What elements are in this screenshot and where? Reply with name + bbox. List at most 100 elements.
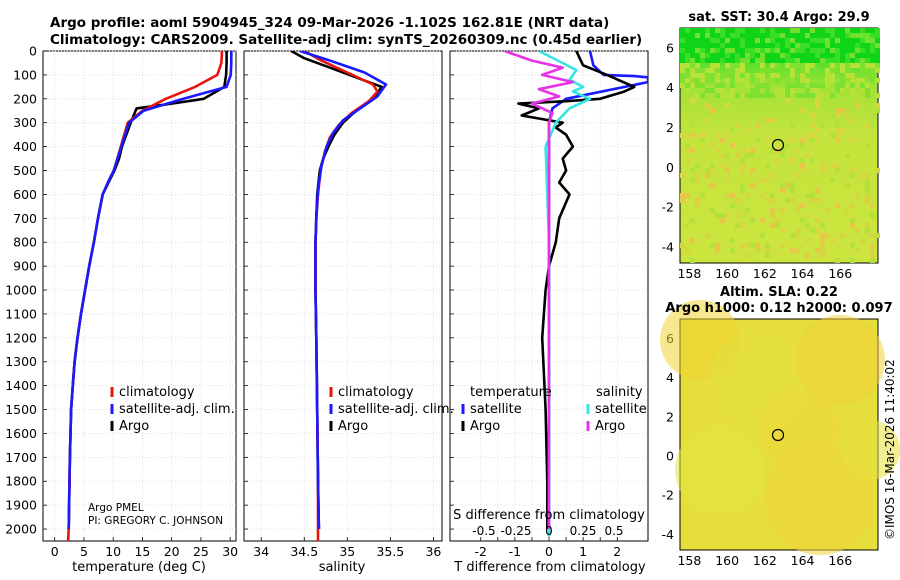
map-x-tick-label: 164 [791, 266, 815, 281]
map-y-tick-label: 4 [666, 80, 674, 95]
y-tick-label: 1400 [5, 378, 37, 393]
y-tick-label: 400 [13, 139, 37, 154]
pi-label: PI: GREGORY C. JOHNSON [88, 515, 223, 527]
y-tick-label: 1000 [5, 283, 37, 298]
x-tick-label: 10 [105, 544, 121, 559]
y-tick-label: 500 [13, 163, 37, 178]
s-tick-label: 0 [545, 524, 553, 538]
x-tick-label: 1 [579, 544, 587, 559]
legend-salinity-title: salinity [596, 385, 643, 400]
legend-s-satellite: satellite [595, 402, 647, 417]
depth-tick-labels: 0 100 200 300 400 500 600 700 800 900 1000 1100 1200… [5, 44, 37, 537]
y-tick-label: 1300 [5, 354, 37, 369]
map-y-tick-label: -2 [662, 200, 674, 215]
y-tick-label: 1900 [5, 498, 37, 513]
x-tick-label: 2 [613, 544, 621, 559]
y-tick-label: 1500 [5, 402, 37, 417]
legend-s-argo: Argo [595, 419, 625, 434]
map-x-tick-label: 158 [677, 266, 701, 281]
salinity-legend: climatology satellite-adj. clim. Argo [329, 385, 454, 434]
x-tick-label: 35 [339, 544, 355, 559]
x-tick-label: 15 [134, 544, 150, 559]
temperature-legend: climatology satellite-adj. clim. Argo [110, 385, 235, 434]
s-tick-label: -0.25 [500, 524, 531, 538]
sst-map [679, 27, 880, 264]
map-y-tick-label: 2 [666, 120, 674, 135]
title-line-1: Argo profile: aoml 5904945_324 09-Mar-20… [50, 15, 610, 31]
y-tick-label: 900 [13, 259, 37, 274]
x-tick-label: 34.5 [290, 544, 318, 559]
map-x-tick-label: 164 [791, 553, 815, 568]
sal-legend-argo: Argo [338, 419, 368, 434]
map-x-tick-label: 166 [828, 553, 852, 568]
sla-map [660, 300, 900, 555]
s-tick-label: 0.25 [570, 524, 597, 538]
x-tick-label: 30 [222, 544, 238, 559]
map-y-tick-label: 4 [666, 370, 674, 385]
y-tick-label: 1200 [5, 330, 37, 345]
legend-argo: Argo [119, 419, 149, 434]
map-y-tick-label: 6 [666, 40, 674, 55]
map-y-tick-label: -2 [662, 488, 674, 503]
temperature-panel [42, 50, 237, 542]
map-x-tick-label: 160 [715, 266, 739, 281]
y-tick-label: 1800 [5, 474, 37, 489]
legend-t-argo: Argo [470, 419, 500, 434]
legend-satellite-adj: satellite-adj. clim. [119, 402, 235, 417]
map-y-tick-label: -4 [662, 240, 675, 255]
y-tick-label: 1600 [5, 426, 37, 441]
map-y-tick-label: 0 [666, 449, 674, 464]
x-tick-label: 36 [425, 544, 441, 559]
x-tick-label: 25 [193, 544, 209, 559]
x-tick-label: -1 [509, 544, 521, 559]
s-tick-label: -0.5 [472, 524, 495, 538]
map-y-tick-label: 0 [666, 160, 674, 175]
y-tick-label: 2000 [5, 522, 37, 537]
sla-profile-marker [771, 428, 785, 442]
sal-legend-satellite-adj: satellite-adj. clim. [338, 402, 454, 417]
difference-xlabel: T difference from climatology [453, 560, 646, 575]
x-tick-label: 5 [80, 544, 88, 559]
y-tick-label: 800 [13, 235, 37, 250]
argo-pmel-label: Argo PMEL [88, 502, 144, 514]
series-t-argo [516, 51, 636, 529]
x-tick-label: -2 [474, 544, 486, 559]
x-tick-label: 34 [253, 544, 269, 559]
legend-temperature-title: temperature [470, 385, 552, 400]
x-tick-label: 35.5 [376, 544, 404, 559]
difference-legend: temperature salinity satellite Argo sate… [461, 385, 647, 434]
sla-title-1: Altim. SLA: 0.22 [720, 285, 838, 300]
series-satellite-adj-clim- [67, 51, 233, 530]
s-tick-label: 0.5 [604, 524, 623, 538]
map-x-tick-label: 158 [677, 553, 701, 568]
legend-t-satellite: satellite [470, 402, 522, 417]
title-line-2: Climatology: CARS2009. Satellite-adj cli… [50, 32, 643, 48]
map-x-tick-label: 166 [828, 266, 852, 281]
y-tick-label: 0 [29, 44, 37, 59]
sla-title-2: Argo h1000: 0.12 h2000: 0.097 [665, 301, 892, 316]
series-satellite-adj-clim- [299, 51, 388, 530]
s-diff-tick-labels: -0.5 -0.25 0 0.25 0.5 [472, 524, 623, 538]
sst-title: sat. SST: 30.4 Argo: 29.9 [688, 10, 869, 25]
y-tick-label: 1100 [5, 306, 37, 321]
difference-top-label: S difference from climatology [453, 508, 645, 523]
salinity-xlabel: salinity [319, 560, 366, 575]
y-tick-label: 1700 [5, 450, 37, 465]
map-x-tick-label: 162 [753, 553, 777, 568]
x-tick-label: 0 [545, 544, 553, 559]
map-x-tick-label: 162 [753, 266, 777, 281]
map-y-tick-label: 2 [666, 409, 674, 424]
y-tick-label: 700 [13, 211, 37, 226]
x-tick-label: 20 [164, 544, 180, 559]
y-tick-label: 200 [13, 91, 37, 106]
timestamp: ©IMOS 16-Mar-2026 11:40:02 [883, 359, 897, 540]
series-s-argo [504, 51, 575, 529]
y-tick-label: 600 [13, 187, 37, 202]
map-x-tick-label: 160 [715, 553, 739, 568]
legend-climatology: climatology [119, 385, 195, 400]
map-y-tick-label: -4 [662, 527, 675, 542]
sst-profile-marker [771, 138, 785, 152]
salinity-panel [243, 50, 443, 542]
x-tick-label: 0 [51, 544, 59, 559]
